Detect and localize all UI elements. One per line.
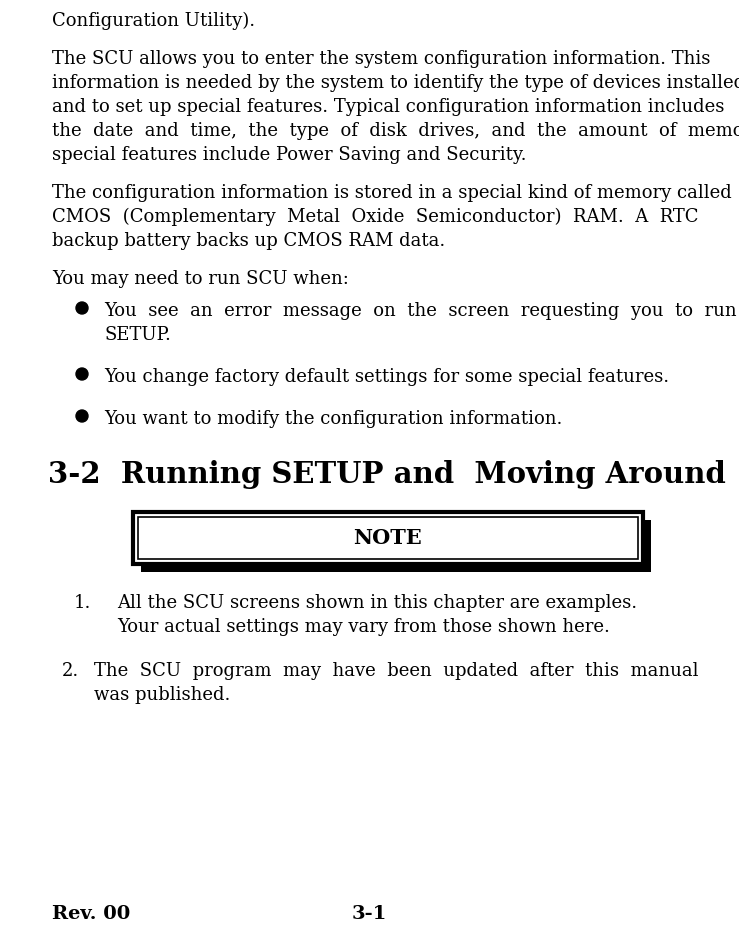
Text: CMOS  (Complementary  Metal  Oxide  Semiconductor)  RAM.  A  RTC: CMOS (Complementary Metal Oxide Semicond… — [52, 208, 698, 226]
Text: All the SCU screens shown in this chapter are examples.: All the SCU screens shown in this chapte… — [117, 594, 637, 612]
Circle shape — [76, 302, 88, 314]
Text: 3-1: 3-1 — [351, 905, 386, 923]
Bar — [138, 517, 638, 559]
Text: Configuration Utility).: Configuration Utility). — [52, 12, 255, 31]
Text: The SCU allows you to enter the system configuration information. This: The SCU allows you to enter the system c… — [52, 50, 710, 68]
Text: The configuration information is stored in a special kind of memory called: The configuration information is stored … — [52, 184, 732, 202]
Bar — [133, 512, 643, 564]
Text: information is needed by the system to identify the type of devices installed: information is needed by the system to i… — [52, 74, 739, 92]
Text: 1.: 1. — [74, 594, 92, 612]
Text: 2.: 2. — [62, 662, 79, 680]
Text: and to set up special features. Typical configuration information includes: and to set up special features. Typical … — [52, 98, 724, 116]
Text: You  see  an  error  message  on  the  screen  requesting  you  to  run: You see an error message on the screen r… — [104, 302, 737, 320]
Text: The  SCU  program  may  have  been  updated  after  this  manual: The SCU program may have been updated af… — [94, 662, 698, 680]
Bar — [141, 520, 651, 572]
Text: Your actual settings may vary from those shown here.: Your actual settings may vary from those… — [117, 618, 610, 636]
Circle shape — [76, 410, 88, 422]
Text: was published.: was published. — [94, 686, 231, 704]
Text: special features include Power Saving and Security.: special features include Power Saving an… — [52, 146, 526, 164]
Text: Rev. 00: Rev. 00 — [52, 905, 130, 923]
Text: You may need to run SCU when:: You may need to run SCU when: — [52, 270, 349, 288]
Circle shape — [76, 368, 88, 380]
Text: You change factory default settings for some special features.: You change factory default settings for … — [104, 368, 669, 386]
Text: NOTE: NOTE — [354, 528, 423, 548]
Text: backup battery backs up CMOS RAM data.: backup battery backs up CMOS RAM data. — [52, 232, 446, 250]
Text: 3-2  Running SETUP and  Moving Around: 3-2 Running SETUP and Moving Around — [48, 460, 726, 489]
Text: You want to modify the configuration information.: You want to modify the configuration inf… — [104, 410, 562, 428]
Text: SETUP.: SETUP. — [104, 326, 171, 344]
Text: the  date  and  time,  the  type  of  disk  drives,  and  the  amount  of  memor: the date and time, the type of disk driv… — [52, 122, 739, 140]
